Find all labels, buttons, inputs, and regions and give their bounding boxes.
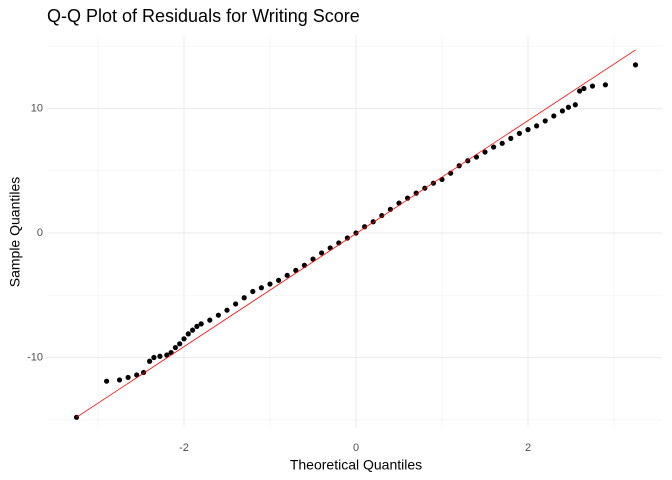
point: [267, 281, 273, 287]
point: [116, 377, 123, 383]
point: [327, 245, 333, 251]
point: [572, 102, 578, 108]
point: [172, 344, 179, 351]
point: [482, 149, 488, 155]
x-axis-title: Theoretical Quantiles: [290, 457, 422, 473]
point: [508, 135, 514, 141]
point: [344, 235, 351, 241]
point: [198, 321, 204, 327]
point: [516, 130, 523, 136]
point: [190, 327, 196, 333]
point: [491, 144, 497, 150]
point: [589, 83, 596, 89]
point: [125, 374, 131, 381]
point: [551, 113, 557, 119]
point: [276, 277, 282, 283]
chart-title: Q-Q Plot of Residuals for Writing Score: [47, 6, 360, 26]
point: [207, 317, 213, 323]
point: [310, 256, 316, 262]
point: [577, 88, 583, 94]
point: [194, 323, 200, 329]
point: [241, 295, 247, 301]
point: [602, 82, 609, 88]
point: [439, 176, 445, 183]
y-tick-label: 10: [31, 102, 43, 114]
point: [215, 312, 222, 318]
point: [319, 250, 325, 256]
y-tick-label: -10: [27, 351, 43, 363]
point: [499, 140, 505, 146]
x-tick-label: -2: [179, 442, 189, 454]
point: [632, 62, 639, 68]
point: [542, 118, 548, 124]
x-tick-label: 0: [353, 442, 359, 454]
point: [284, 272, 290, 278]
point: [224, 307, 230, 313]
point: [177, 341, 183, 347]
point: [157, 353, 163, 359]
point: [181, 336, 187, 342]
point: [534, 123, 540, 129]
y-axis-title: Sample Quantiles: [7, 177, 23, 288]
point: [147, 358, 153, 364]
point: [164, 352, 170, 358]
point: [559, 108, 566, 114]
point: [233, 301, 239, 307]
point: [405, 195, 411, 201]
point: [151, 354, 157, 361]
point: [185, 331, 191, 337]
y-tick-label: 0: [37, 227, 43, 239]
point: [258, 285, 265, 291]
point: [362, 224, 368, 230]
x-tick-label: 2: [525, 442, 531, 454]
point: [134, 372, 140, 378]
point: [250, 288, 256, 295]
point: [581, 85, 587, 92]
point: [379, 212, 385, 219]
point: [525, 127, 531, 133]
reference-line: [76, 49, 636, 418]
point: [565, 104, 572, 110]
point: [103, 378, 110, 384]
point: [293, 267, 299, 273]
